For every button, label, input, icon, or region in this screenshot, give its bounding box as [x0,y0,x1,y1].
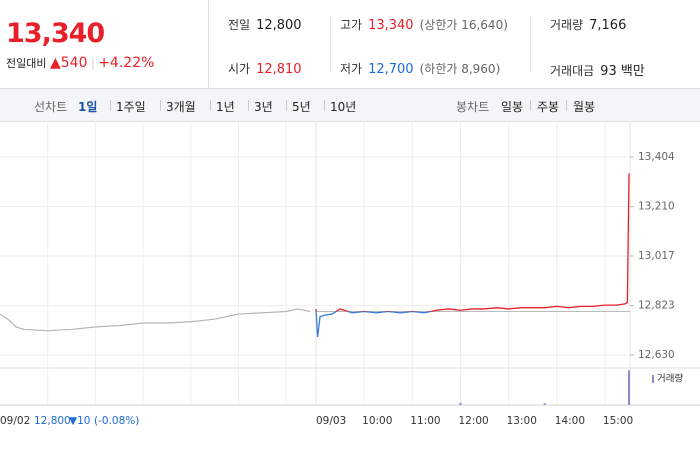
day-label: 09/03 [316,415,346,427]
price: 13,340 [6,18,105,49]
legend-swatch [652,375,654,383]
y-tick-label: 13,210 [638,201,675,213]
separator [530,100,531,111]
change-label: 전일대비 [6,57,47,70]
summary-item: 전일 12,800 [228,16,302,33]
separator [286,100,287,111]
tab[interactable]: 주봉 [537,100,560,114]
tab[interactable]: 월봉 [573,100,596,114]
separator [110,100,111,111]
divider [530,16,531,72]
separator [210,100,211,111]
summary-label: 고가 [340,18,363,32]
previous-close: 12,800 [34,415,71,427]
y-tick-label: 13,017 [638,250,675,262]
x-tick-label: 11:00 [410,415,440,427]
x-tick-label: 10:00 [362,415,392,427]
summary-value: 12,800 [256,18,302,33]
summary-label: 저가 [340,62,363,76]
separator [248,100,249,111]
day-label: 09/02 [0,415,30,427]
x-tick-label: 12:00 [458,415,488,427]
change: ▲540 [49,55,88,71]
summary-value: 12,810 [256,62,302,77]
summary-label: 전일 [228,18,251,32]
previous-change: ▼10 [69,415,90,427]
x-tick-label: 14:00 [555,415,585,427]
summary-value: 12,700 [368,62,414,77]
summary-item: 시가 12,810 [228,60,302,77]
tab[interactable]: 일봉 [501,100,524,114]
change-rate: +4.22% [98,55,155,71]
volume-bar [459,402,462,405]
tab[interactable]: 10년 [330,100,357,114]
summary-item: 거래대금 93 백만 [550,60,645,79]
today-line [315,311,434,338]
tab-group-label: 봉차트 [456,100,490,114]
summary-label: 거래량 [550,18,584,32]
summary-value: 7,166 [589,18,627,33]
summary-note: (하한가 8,960) [419,62,501,76]
tab-bar: 선차트 1일 1주일 3개월 1년 3년 5년 10년 봉차트 일봉 주봉 월봉 [0,88,700,122]
y-tick-label: 13,404 [638,151,675,163]
summary-item: 고가 13,340 (상한가 16,640) [340,16,508,33]
volume-bar [543,403,546,405]
y-tick-label: 12,823 [638,300,675,312]
legend-label: 거래량 [657,373,683,385]
separator [566,100,567,111]
summary-note: (상한가 16,640) [419,18,508,32]
summary-value: 93 백만 [600,64,645,79]
tab[interactable]: 1주일 [116,100,146,114]
separator [160,100,161,111]
previous-line [0,308,311,332]
tab[interactable]: 3개월 [166,100,196,114]
x-tick-label: 13:00 [507,415,537,427]
tab-group-label: 선차트 [34,100,68,114]
change-row: 전일대비 ▲540 | +4.22% [6,55,155,71]
divider [208,0,209,88]
tab[interactable]: 1년 [216,100,235,114]
tab[interactable]: 1일 [78,100,98,114]
tab[interactable]: 5년 [292,100,311,114]
chart: 13,404 13,210 13,017 12,823 12,630 10:00 11:00… [0,121,700,427]
summary-item: 저가 12,700 (하한가 8,960) [340,60,500,77]
today-line [315,173,630,312]
previous-rate: (-0.08%) [94,415,139,427]
summary-label: 시가 [228,62,251,76]
separator [324,100,325,111]
summary-label: 거래대금 [550,64,595,78]
x-tick-label: 15:00 [603,415,633,427]
summary-item: 거래량 7,166 [550,16,626,33]
summary-value: 13,340 [368,18,414,33]
volume-bar [628,370,630,405]
tab[interactable]: 3년 [254,100,273,114]
y-tick-label: 12,630 [638,349,675,361]
divider [330,16,331,72]
